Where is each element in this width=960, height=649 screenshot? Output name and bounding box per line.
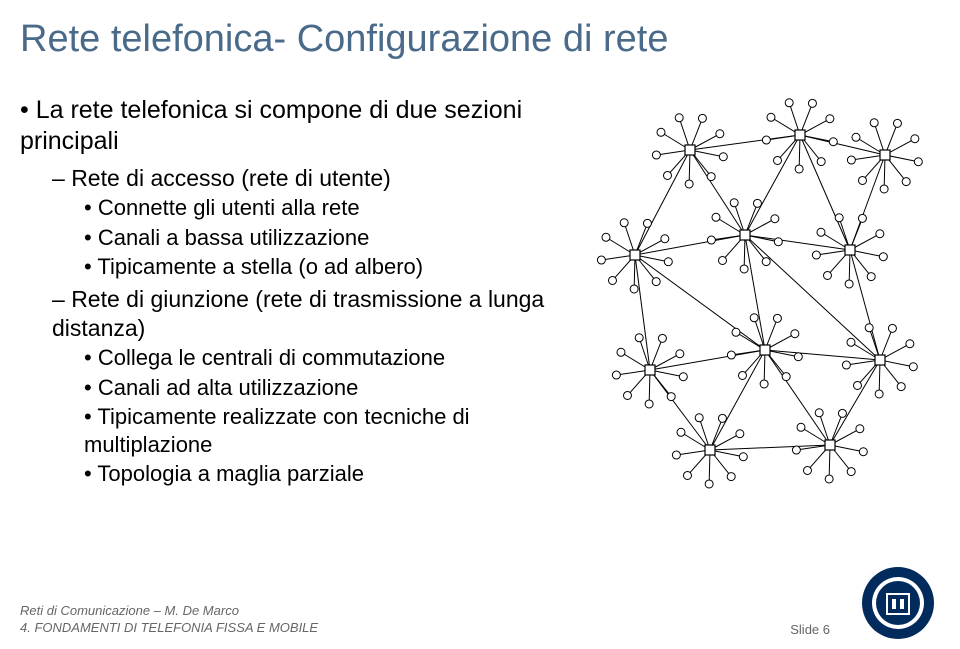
- bullet-text: Canali a bassa utilizzazione: [98, 225, 370, 250]
- polimi-logo: [858, 563, 938, 643]
- footer: Reti di Comunicazione – M. De Marco 4. F…: [20, 603, 318, 637]
- bullet-lvl1: La rete telefonica si compone di due sez…: [20, 95, 580, 158]
- bullet-lvl2: Rete di accesso (rete di utente): [52, 164, 580, 193]
- bullet-lvl3: Canali a bassa utilizzazione: [84, 224, 580, 252]
- bullet-lvl3: Tipicamente a stella (o ad albero): [84, 253, 580, 281]
- bullet-text: Collega le centrali di commutazione: [98, 345, 445, 370]
- bullet-lvl3: Tipicamente realizzate con tecniche di m…: [84, 403, 580, 458]
- bullet-lvl3: Topologia a maglia parziale: [84, 460, 580, 488]
- bullet-text: Topologia a maglia parziale: [97, 461, 364, 486]
- bullet-text: La rete telefonica si compone di due sez…: [20, 96, 522, 155]
- bullet-text: Connette gli utenti alla rete: [98, 195, 360, 220]
- content-area: La rete telefonica si compone di due sez…: [20, 95, 580, 490]
- bullet-text: Canali ad alta utilizzazione: [98, 375, 359, 400]
- slide-title: Rete telefonica- Configurazione di rete: [20, 18, 669, 61]
- bullet-lvl2: Rete di giunzione (rete di trasmissione …: [52, 285, 580, 343]
- bullet-text: Rete di giunzione (rete di trasmissione …: [52, 286, 544, 341]
- bullet-lvl3: Connette gli utenti alla rete: [84, 194, 580, 222]
- network-diagram: [540, 80, 960, 500]
- bullet-lvl3: Canali ad alta utilizzazione: [84, 374, 580, 402]
- slide-number: Slide 6: [790, 622, 830, 637]
- footer-line1: Reti di Comunicazione – M. De Marco: [20, 603, 318, 620]
- bullet-text: Tipicamente realizzate con tecniche di m…: [84, 404, 470, 457]
- bullet-text: Tipicamente a stella (o ad albero): [97, 254, 423, 279]
- bullet-text: Rete di accesso (rete di utente): [71, 165, 391, 191]
- footer-line2: 4. FONDAMENTI DI TELEFONIA FISSA E MOBIL…: [20, 620, 318, 637]
- bullet-lvl3: Collega le centrali di commutazione: [84, 344, 580, 372]
